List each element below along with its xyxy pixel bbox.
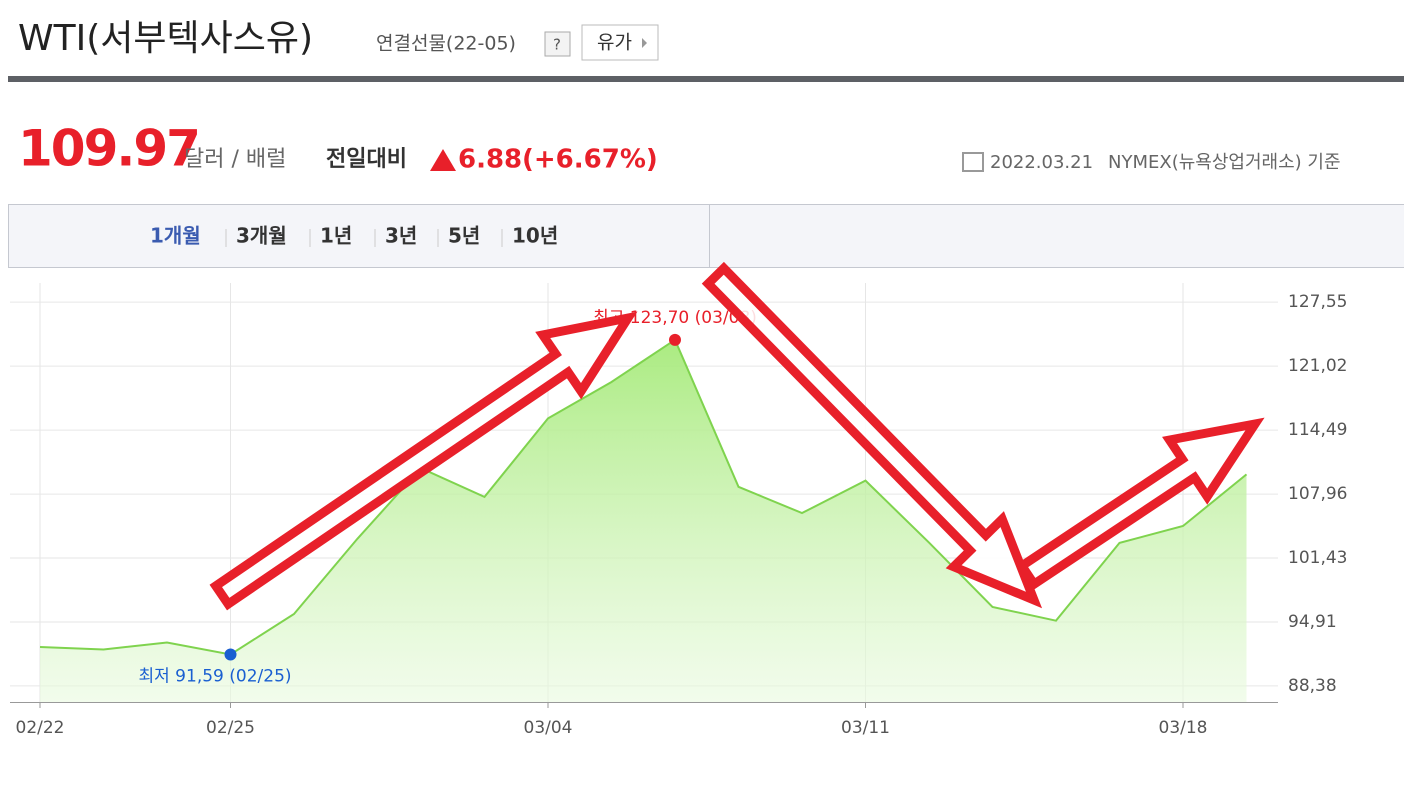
date: 2022.03.21 bbox=[990, 152, 1093, 173]
x-tick-label: 03/04 bbox=[524, 718, 573, 738]
title: WTI(서부텍사스유) bbox=[18, 18, 313, 59]
tab[interactable]: 1개월 bbox=[150, 224, 201, 248]
date-icon bbox=[963, 153, 983, 171]
price: 109.97 bbox=[18, 120, 199, 178]
x-tick-label: 02/25 bbox=[206, 718, 255, 738]
source: NYMEX(뉴욕상업거래소) 기준 bbox=[1108, 152, 1341, 173]
y-tick-label: 127,55 bbox=[1288, 292, 1347, 312]
subtitle: 연결선물(22-05) bbox=[376, 33, 516, 55]
change-label: 전일대비 bbox=[326, 147, 407, 172]
x-tick-label: 02/22 bbox=[16, 718, 65, 738]
help[interactable]: ? bbox=[553, 36, 561, 54]
y-tick-label: 114,49 bbox=[1288, 420, 1347, 440]
y-tick-label: 121,02 bbox=[1288, 356, 1347, 376]
x-tick-label: 03/11 bbox=[841, 718, 890, 738]
y-tick-label: 107,96 bbox=[1288, 484, 1347, 504]
up-triangle bbox=[430, 149, 456, 171]
button[interactable]: 유가 bbox=[597, 32, 632, 54]
tab-bar bbox=[9, 205, 1404, 268]
x-tick-label: 03/18 bbox=[1159, 718, 1208, 738]
change: 6.88 bbox=[458, 145, 522, 175]
y-tick-label: 101,43 bbox=[1288, 548, 1347, 568]
y-tick-label: 94,91 bbox=[1288, 612, 1337, 632]
tab[interactable]: 10년 bbox=[512, 224, 558, 248]
tab[interactable]: 3년 bbox=[385, 224, 417, 248]
extreme-dot bbox=[669, 334, 681, 346]
y-tick-label: 88,38 bbox=[1288, 676, 1337, 696]
header-rule bbox=[8, 76, 1404, 82]
change-pct: (+6.67%) bbox=[522, 145, 658, 175]
unit: 달러 / 배럴 bbox=[184, 147, 286, 172]
extreme-dot bbox=[225, 648, 237, 660]
annotation: 최저 91,59 (02/25) bbox=[139, 666, 292, 686]
tab[interactable]: 5년 bbox=[448, 224, 480, 248]
tab[interactable]: 1년 bbox=[320, 224, 352, 248]
tab[interactable]: 3개월 bbox=[236, 224, 287, 248]
area bbox=[40, 340, 1247, 702]
